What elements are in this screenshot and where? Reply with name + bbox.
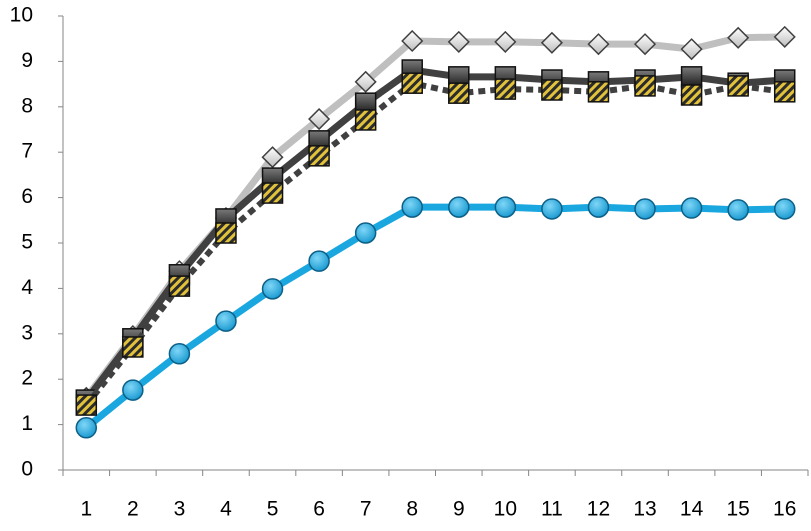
point — [680, 84, 703, 106]
point — [215, 222, 237, 244]
point — [354, 222, 377, 244]
x-tick-label: 10 — [494, 498, 517, 521]
point — [75, 417, 98, 439]
y-tick-label: 0 — [21, 458, 33, 481]
point — [308, 250, 330, 272]
y-tick-label: 8 — [21, 94, 33, 117]
x-tick-label: 11 — [541, 498, 563, 521]
y-tick-label: 1 — [21, 412, 33, 435]
point — [633, 33, 657, 56]
point — [541, 79, 563, 101]
y-tick-label: 6 — [21, 185, 33, 208]
point — [122, 336, 144, 358]
x-tick-label: 12 — [587, 498, 610, 521]
point — [773, 25, 796, 48]
point — [680, 38, 703, 61]
x-tick-label: 14 — [680, 498, 704, 521]
point — [587, 33, 610, 56]
point — [215, 310, 237, 332]
point — [727, 199, 749, 221]
point — [727, 75, 749, 97]
point — [122, 379, 144, 401]
point — [168, 275, 191, 297]
point — [308, 107, 331, 131]
point — [494, 78, 517, 100]
point — [540, 31, 563, 54]
y-tick-label: 10 — [10, 4, 33, 27]
point — [587, 196, 610, 218]
point — [261, 278, 284, 300]
point — [308, 145, 330, 167]
y-tick-label: 3 — [21, 321, 33, 344]
point — [354, 109, 377, 131]
point — [494, 196, 517, 218]
x-tick-label: 2 — [127, 498, 139, 521]
point — [401, 29, 424, 53]
x-tick-label: 6 — [313, 498, 325, 521]
x-tick-label: 5 — [267, 498, 279, 521]
point — [634, 198, 656, 220]
point — [773, 81, 796, 103]
x-tick-label: 13 — [633, 498, 656, 521]
point — [587, 81, 610, 103]
point — [447, 30, 470, 53]
point — [401, 72, 423, 94]
point — [773, 198, 796, 220]
y-tick-label: 4 — [21, 276, 33, 299]
point — [448, 196, 470, 218]
point — [261, 182, 284, 204]
point — [401, 196, 423, 218]
point — [261, 146, 284, 169]
x-tick-label: 3 — [174, 498, 186, 521]
point — [680, 66, 703, 88]
x-tick-label: 8 — [406, 498, 418, 521]
x-tick-label: 9 — [453, 498, 465, 521]
point — [541, 198, 563, 220]
y-tick-label: 7 — [21, 140, 33, 163]
series-line — [83, 66, 785, 403]
y-tick-label: 9 — [21, 49, 33, 72]
x-tick-label: 7 — [360, 498, 372, 521]
x-tick-label: 16 — [773, 498, 796, 521]
x-tick-label: 15 — [726, 498, 749, 521]
point — [448, 82, 470, 104]
series-line — [83, 80, 786, 407]
y-tick-label: 2 — [21, 367, 33, 390]
x-tick-label: 4 — [220, 498, 232, 521]
point — [494, 30, 517, 53]
y-tick-label: 5 — [21, 231, 33, 254]
x-tick-label: 1 — [80, 498, 92, 521]
series-line — [84, 203, 785, 431]
point — [168, 343, 191, 365]
point — [634, 75, 656, 97]
point — [680, 197, 703, 219]
point — [354, 70, 377, 93]
point — [727, 26, 750, 49]
point — [75, 394, 98, 416]
